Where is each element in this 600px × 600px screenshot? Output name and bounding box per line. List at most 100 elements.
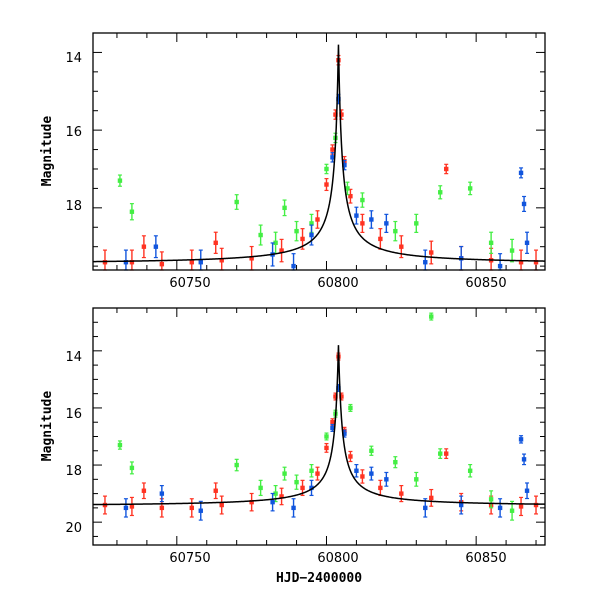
top-xtick-label: 60850 [465,276,506,291]
top-data-point-blue [309,232,314,238]
bottom-data-point-red [429,495,434,501]
bottom-xtick-label: 60750 [169,551,210,566]
bottom-data-point-green [273,491,278,496]
top-data-point-blue [198,260,203,265]
top-data-point-blue [521,201,527,207]
top-xtick-label: 60800 [317,276,358,291]
top-data-point-blue [123,260,129,265]
top-data-points [102,54,539,271]
bottom-data-point-red [339,394,344,399]
bottom-data-point-blue [342,431,347,436]
bottom-data-point-red [249,499,254,505]
top-data-point-blue [518,170,524,176]
bottom-data-point-blue [309,485,314,491]
bottom-data-point-green [294,479,299,485]
top-panel: 14 16 18 60750 60800 60850 Magnitude [40,32,546,291]
bottom-data-point-blue [291,505,296,511]
bottom-data-point-red [159,505,165,511]
top-data-point-green [324,166,329,172]
bottom-data-point-blue [123,505,129,511]
bottom-data-point-red [279,494,284,499]
bottom-xtick-label: 60850 [465,551,506,566]
top-data-point-blue [369,217,374,222]
bottom-data-point-green [369,448,374,453]
top-data-point-green [117,178,123,183]
top-data-point-red [533,260,539,265]
top-data-point-blue [153,244,159,249]
bottom-data-point-red [129,504,135,509]
top-data-point-red [429,250,434,255]
top-data-point-red [249,256,254,261]
top-data-point-red [518,260,524,265]
bottom-data-point-green [282,471,287,476]
bottom-data-point-blue [198,508,203,513]
top-data-point-blue [330,155,335,160]
top-data-point-blue [524,240,530,246]
bottom-ytick-label: 20 [65,521,82,536]
top-data-point-green [360,197,365,203]
bottom-data-point-green [309,468,314,473]
bottom-data-points [102,312,539,521]
top-data-point-red [300,236,305,242]
bottom-data-point-red [330,420,335,425]
top-data-point-red [339,112,344,117]
top-data-point-red [360,221,365,226]
bottom-data-point-green [467,468,473,473]
bottom-data-point-blue [518,437,524,442]
top-data-point-blue [342,162,347,168]
top-data-point-green [234,199,239,205]
top-data-point-blue [497,263,503,269]
bottom-data-point-blue [497,505,503,511]
top-data-point-red [399,244,404,249]
top-data-point-green [467,186,473,191]
bottom-data-point-green [393,459,398,465]
bottom-data-point-red [399,491,404,496]
top-model-curve [92,44,546,263]
top-data-point-red [378,236,383,242]
top-data-point-red [159,261,165,267]
top-xtick-label: 60750 [169,276,210,291]
bottom-data-point-red [324,445,329,451]
bottom-data-point-blue [330,425,335,431]
bottom-ytick-label: 18 [65,464,82,479]
bottom-data-point-blue [384,477,389,482]
bottom-data-point-green [348,405,353,411]
bottom-data-point-red [444,451,449,456]
bottom-ytick-label: 14 [65,350,82,365]
top-ytick-label: 18 [65,199,82,214]
top-data-point-blue [291,263,296,269]
bottom-data-point-red [378,485,383,491]
top-data-point-red [324,182,329,187]
top-data-point-green [282,205,287,211]
top-data-point-red [189,260,194,265]
top-data-point-red [219,258,224,263]
bottom-data-point-blue [369,471,374,476]
bottom-data-point-green [258,485,263,491]
top-data-point-red [102,260,108,265]
top-data-point-green [129,209,135,214]
bottom-ytick-label: 16 [65,407,82,422]
bottom-data-point-green [324,434,329,439]
top-data-point-green [309,221,314,226]
top-axis-ticks [93,32,545,270]
top-data-point-green [345,186,350,191]
bottom-data-point-blue [521,457,527,462]
bottom-y-axis-title: Magnitude [40,391,55,462]
top-data-point-green [488,240,494,246]
bottom-data-point-green [438,451,443,456]
bottom-data-point-green [488,497,494,502]
top-data-point-green [414,221,419,226]
bottom-data-point-green [129,465,135,471]
top-data-point-red [141,244,147,249]
bottom-data-point-red [333,394,338,399]
bottom-data-point-blue [524,488,530,493]
bottom-data-point-green [117,442,123,448]
top-data-point-green [393,228,398,234]
top-data-point-blue [423,260,428,265]
top-data-point-blue [354,213,359,218]
bottom-plot-frame [92,307,546,546]
top-data-point-red [333,112,338,117]
top-y-axis-title: Magnitude [40,116,55,187]
top-data-point-green [294,228,299,234]
